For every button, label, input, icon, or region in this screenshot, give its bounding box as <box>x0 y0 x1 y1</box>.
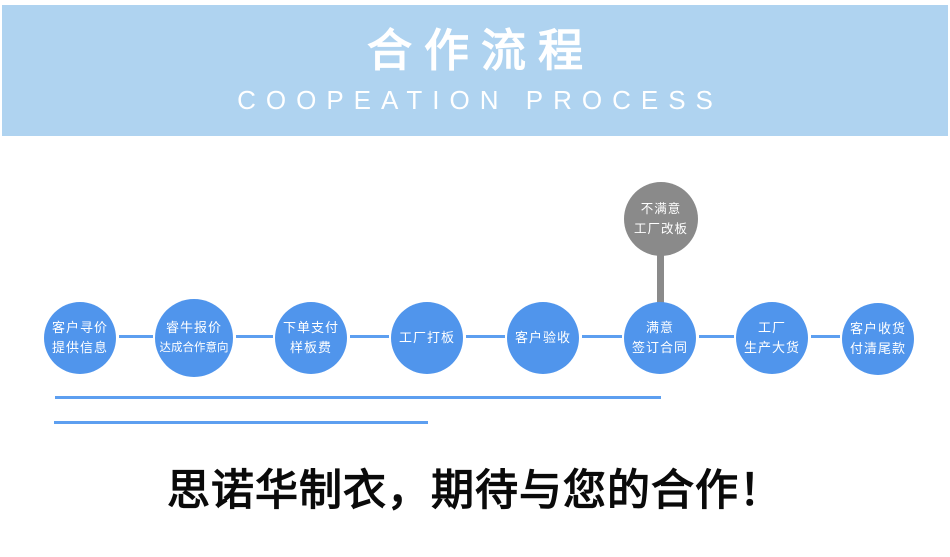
flow-step-6: 满意 签订合同 <box>624 302 696 374</box>
flow-step-label: 达成合作意向 <box>159 342 229 354</box>
flow-step-4: 工厂打板 <box>391 302 463 374</box>
flow-step-label: 样板费 <box>289 340 332 355</box>
flow-connector <box>582 335 622 338</box>
flow-step-label: 提供信息 <box>51 340 108 355</box>
flow-connector <box>350 335 389 338</box>
flow-step-1: 客户寻价 提供信息 <box>44 302 116 374</box>
flow-node-label: 不满意 <box>640 202 682 216</box>
flow-step-2: 睿牛报价 达成合作意向 <box>155 299 233 377</box>
flow-connector <box>699 335 734 338</box>
flow-step-label: 睿牛报价 <box>165 320 222 335</box>
flow-connector <box>466 335 505 338</box>
decor-line-long <box>55 396 661 399</box>
footer-headline: 思诺华制衣，期待与您的合作！ <box>167 468 783 515</box>
flow-step-label: 满意 <box>645 320 674 335</box>
flow-step-label: 客户验收 <box>514 330 571 345</box>
header-banner: 合作流程 COOPEATION PROCESS <box>2 5 948 136</box>
flow-step-label: 付清尾款 <box>849 341 906 356</box>
flow-step-label: 客户收货 <box>849 321 906 336</box>
flow-connector <box>811 335 840 338</box>
flow-node-reject: 不满意 工厂改板 <box>624 182 698 256</box>
flow-step-label: 下单支付 <box>282 320 339 335</box>
flow-step-label: 工厂打板 <box>398 330 455 345</box>
flow-step-8: 客户收货 付清尾款 <box>842 303 914 375</box>
flow-connector <box>236 335 273 338</box>
reject-branch-connector <box>657 255 664 303</box>
decor-line-short <box>54 421 428 424</box>
flow-step-label: 客户寻价 <box>51 320 108 335</box>
flow-step-5: 客户验收 <box>507 302 579 374</box>
flow-step-label: 工厂 <box>757 320 786 335</box>
page-subtitle: COOPEATION PROCESS <box>237 85 723 115</box>
flow-node-label: 工厂改板 <box>633 222 688 236</box>
page-title: 合作流程 <box>366 25 595 76</box>
flow-connector <box>119 335 153 338</box>
flow-step-label: 生产大货 <box>743 340 800 355</box>
flow-step-label: 签订合同 <box>631 340 688 355</box>
flow-step-3: 下单支付 样板费 <box>275 302 347 374</box>
flow-step-7: 工厂 生产大货 <box>736 302 808 374</box>
